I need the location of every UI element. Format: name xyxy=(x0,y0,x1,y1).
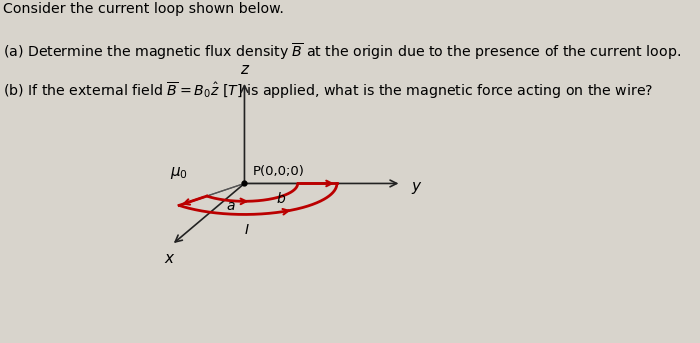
Text: (b) If the external field $\overline{B} = B_0\hat{z}$ $[T]$ is applied, what is : (b) If the external field $\overline{B} … xyxy=(4,81,654,102)
Text: y: y xyxy=(412,179,421,194)
Text: (a) Determine the magnetic flux density $\overline{B}$ at the origin due to the : (a) Determine the magnetic flux density … xyxy=(4,42,682,62)
Text: a: a xyxy=(226,199,234,213)
Text: I: I xyxy=(245,223,249,237)
Text: Consider the current loop shown below.: Consider the current loop shown below. xyxy=(4,2,284,16)
Text: $\mu_0$: $\mu_0$ xyxy=(170,165,188,181)
Text: P(0,0;0): P(0,0;0) xyxy=(253,165,304,178)
Text: z: z xyxy=(241,62,248,77)
Text: b: b xyxy=(276,192,286,206)
Text: x: x xyxy=(164,251,174,266)
